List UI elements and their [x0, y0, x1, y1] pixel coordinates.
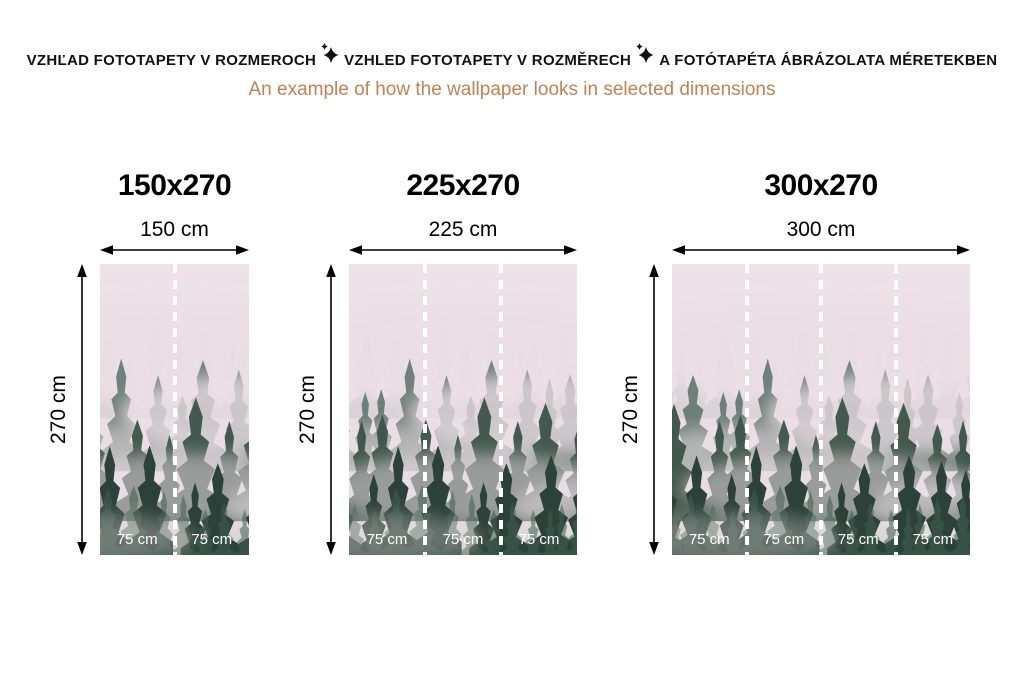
segment-labels: 75 cm 75 cm 75 cm	[349, 531, 577, 548]
wallpaper-forest-image	[100, 264, 249, 555]
segment-labels: 75 cm 75 cm	[100, 531, 249, 548]
panel-divider-dashed-line	[172, 264, 177, 555]
segment-width-label: 75 cm	[366, 531, 408, 548]
page-title-sk: VZHĽAD FOTOTAPETY V ROZMEROCH	[26, 51, 317, 69]
segment-width-label: 75 cm	[912, 531, 954, 548]
wallpaper-preview: 75 cm 75 cm 75 cm	[349, 264, 577, 555]
segment-width-label: 75 cm	[116, 531, 158, 548]
panel-height-label: 270 cm	[47, 375, 70, 444]
page-title-hu: A FOTÓTAPÉTA ÁBRÁZOLATA MÉRETEKBEN	[659, 51, 998, 69]
segment-width-label: 75 cm	[837, 531, 879, 548]
panel-width-label: 150 cm	[140, 218, 209, 241]
height-arrow-icon	[646, 264, 662, 555]
panel-divider-dashed-line	[893, 264, 898, 555]
dimension-panel: 225x270 225 cm 270 cm 75 cm 75 cm 75 cm	[285, 170, 577, 556]
page-title: VZHĽAD FOTOTAPETY V ROZMEROCH VZHLED FOT…	[0, 43, 1024, 70]
width-arrow-icon	[672, 242, 970, 258]
segment-width-label: 75 cm	[518, 531, 560, 548]
page-title-cz: VZHLED FOTOTAPETY V ROZMĚRECH	[344, 51, 632, 69]
segment-width-label: 75 cm	[763, 531, 805, 548]
wallpaper-preview: 75 cm 75 cm	[100, 264, 249, 555]
sparkle-icon	[321, 43, 339, 63]
segment-width-label: 75 cm	[191, 531, 233, 548]
segment-width-label: 75 cm	[442, 531, 484, 548]
panel-title: 150x270	[117, 169, 232, 202]
dimension-panel: 150x270 150 cm 270 cm 75 cm 75 cm	[36, 170, 249, 556]
dimension-panel: 300x270 300 cm 270 cm 75 cm 75 cm 75 cm 75 …	[608, 170, 970, 556]
panel-divider-dashed-line	[744, 264, 749, 555]
panel-height-label: 270 cm	[619, 375, 642, 444]
height-arrow-icon	[74, 264, 90, 555]
sparkle-icon	[636, 43, 654, 63]
wallpaper-forest-image	[349, 264, 577, 555]
width-arrow-icon	[349, 242, 577, 258]
panel-width-label: 300 cm	[786, 218, 856, 241]
segment-width-label: 75 cm	[688, 531, 730, 548]
panel-title: 300x270	[764, 169, 878, 202]
wallpaper-preview: 75 cm 75 cm 75 cm 75 cm	[672, 264, 970, 555]
panel-height-label: 270 cm	[296, 375, 319, 444]
panel-divider-dashed-line	[819, 264, 823, 555]
panel-divider-dashed-line	[423, 264, 427, 555]
panel-width-label: 225 cm	[428, 218, 498, 241]
page-subtitle: An example of how the wallpaper looks in…	[248, 79, 776, 100]
panel-divider-dashed-line	[499, 264, 503, 555]
width-arrow-icon	[100, 242, 249, 258]
panel-title: 225x270	[406, 169, 520, 202]
height-arrow-icon	[323, 264, 339, 555]
segment-labels: 75 cm 75 cm 75 cm 75 cm	[672, 531, 970, 548]
